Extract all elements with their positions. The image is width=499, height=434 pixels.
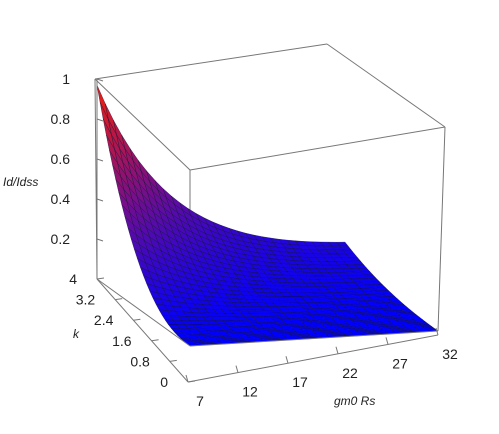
x-tick-label: 12: [242, 384, 258, 400]
surface-mesh: [96, 84, 439, 347]
z-tick-label: 0.2: [51, 231, 71, 247]
y-tick-label: 0.8: [130, 353, 150, 369]
z-axis-title: Id/Idss: [3, 175, 38, 189]
y-tick-mark: [133, 318, 141, 321]
y-tick-mark: [187, 380, 196, 383]
z-tick-label: 0.8: [51, 111, 71, 127]
y-axis-title: k: [73, 327, 80, 341]
y-tick-mark: [169, 359, 177, 362]
y-tick-label: 2.4: [94, 312, 114, 328]
z-tick-mark: [96, 198, 104, 202]
x-tick-label: 17: [292, 374, 308, 390]
box-edge-x-axis: [187, 334, 439, 383]
box-edge-y-axis: [96, 278, 189, 383]
x-tick-mark: [435, 327, 439, 336]
x-tick-mark: [385, 337, 389, 345]
y-tick-label: 4: [69, 271, 77, 287]
y-tick-mark: [115, 298, 123, 301]
box-edge-front-right-top: [189, 126, 446, 171]
z-tick-label: 1: [62, 71, 70, 87]
x-tick-mark: [335, 346, 339, 354]
z-axis: 0.2 0.4 0.6 0.8 1: [51, 71, 104, 247]
x-tick-label: 27: [392, 355, 408, 371]
x-tick-mark: [235, 365, 239, 373]
y-tick-mark: [151, 339, 159, 342]
z-tick-mark: [96, 238, 104, 242]
x-tick-label: 32: [442, 346, 458, 362]
x-axis-title: gm0 Rs: [334, 394, 375, 408]
y-axis: 0 0.8 1.6 2.4 3.2 4: [69, 271, 196, 390]
x-tick-mark: [285, 356, 289, 364]
z-tick-mark: [96, 78, 104, 82]
box-edge-right-vertical: [437, 126, 446, 332]
y-tick-label: 0: [160, 374, 168, 390]
z-tick-mark: [96, 118, 104, 122]
y-tick-label: 3.2: [76, 292, 96, 308]
box-edge-back-top: [94, 43, 328, 80]
z-tick-label: 0.4: [51, 191, 71, 207]
z-tick-label: 0.6: [51, 151, 71, 167]
box-back-edges: [94, 43, 446, 346]
box-front-edges: [96, 79, 439, 383]
box-edge-front-top: [94, 78, 191, 171]
x-tick-mark: [185, 374, 189, 383]
box-edge-right-top: [326, 43, 446, 128]
y-tick-mark: [96, 277, 105, 280]
box-edge-bottom-front: [189, 330, 439, 347]
x-tick-label: 7: [196, 393, 204, 409]
z-tick-mark: [96, 158, 104, 162]
x-tick-label: 22: [342, 365, 358, 381]
y-tick-label: 1.6: [112, 333, 132, 349]
x-axis: 7 12 17 22 27 32: [185, 327, 458, 409]
box-edge-left-bottom: [96, 278, 191, 347]
